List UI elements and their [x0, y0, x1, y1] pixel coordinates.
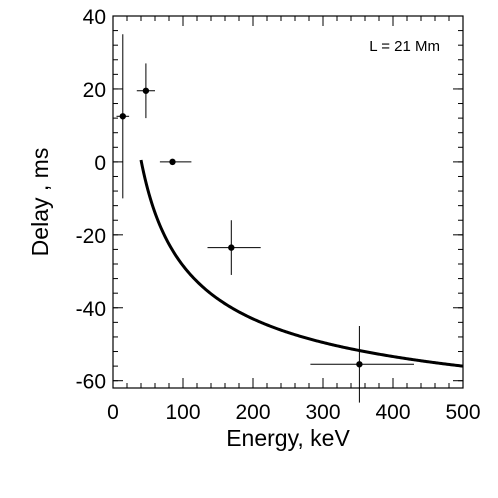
data-point — [116, 34, 130, 199]
point-marker — [228, 244, 235, 251]
point-marker — [119, 113, 127, 120]
y-tick-labels: -60 -40 -20 0 20 40 — [76, 6, 106, 394]
x-tick-label: 200 — [235, 401, 270, 424]
x-tick-label: 100 — [165, 401, 200, 424]
y-tick-label: 40 — [83, 6, 106, 29]
fit-curve — [139, 159, 464, 368]
annotation-label: L = 21 Mm — [369, 38, 440, 55]
y-tick-label: -60 — [76, 371, 106, 394]
fit-curve-layer — [139, 159, 464, 368]
data-points-layer — [116, 34, 414, 403]
x-axis-label: Energy, keV — [226, 425, 350, 451]
x-tick-labels: 0 100 200 300 400 500 — [107, 401, 480, 424]
x-tick-label: 400 — [375, 401, 410, 424]
x-tick-label: 0 — [107, 401, 119, 424]
y-tick-label: -40 — [76, 298, 106, 321]
y-tick-label: -20 — [76, 225, 106, 248]
x-tick-label: 300 — [305, 401, 340, 424]
point-marker — [356, 361, 363, 368]
plot-frame — [112, 15, 464, 389]
data-point — [136, 63, 155, 119]
point-marker — [142, 87, 150, 94]
data-point — [207, 220, 261, 275]
point-marker — [169, 158, 176, 166]
data-point — [159, 158, 192, 166]
y-axis-label: Delay , ms — [27, 148, 53, 257]
y-tick-label: 0 — [94, 152, 106, 175]
y-tick-label: 20 — [83, 79, 106, 102]
data-point — [310, 326, 414, 403]
x-tick-label: 500 — [445, 401, 480, 424]
